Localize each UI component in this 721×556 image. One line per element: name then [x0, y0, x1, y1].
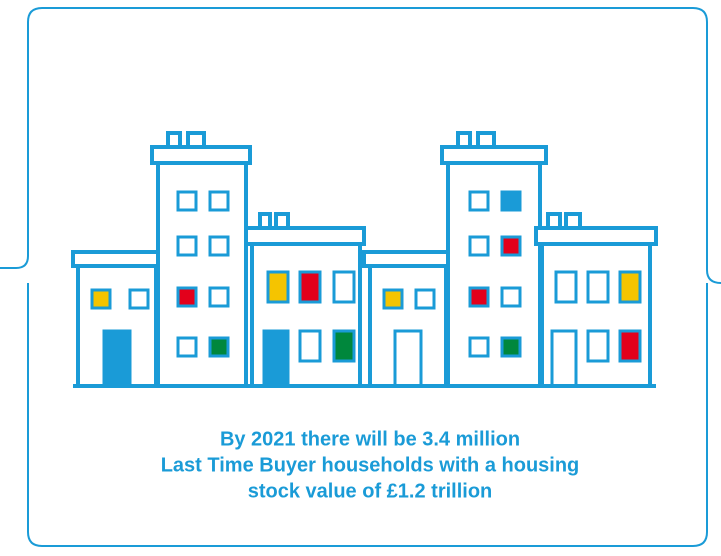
caption-line: Last Time Buyer households with a housin…	[161, 454, 580, 476]
buildings	[73, 133, 656, 386]
page: By 2021 there will be 3.4 million Last T…	[0, 0, 721, 556]
infographic: By 2021 there will be 3.4 million Last T…	[0, 0, 721, 556]
caption-line: stock value of £1.2 trillion	[248, 480, 493, 502]
caption-line: By 2021 there will be 3.4 million	[220, 428, 520, 450]
